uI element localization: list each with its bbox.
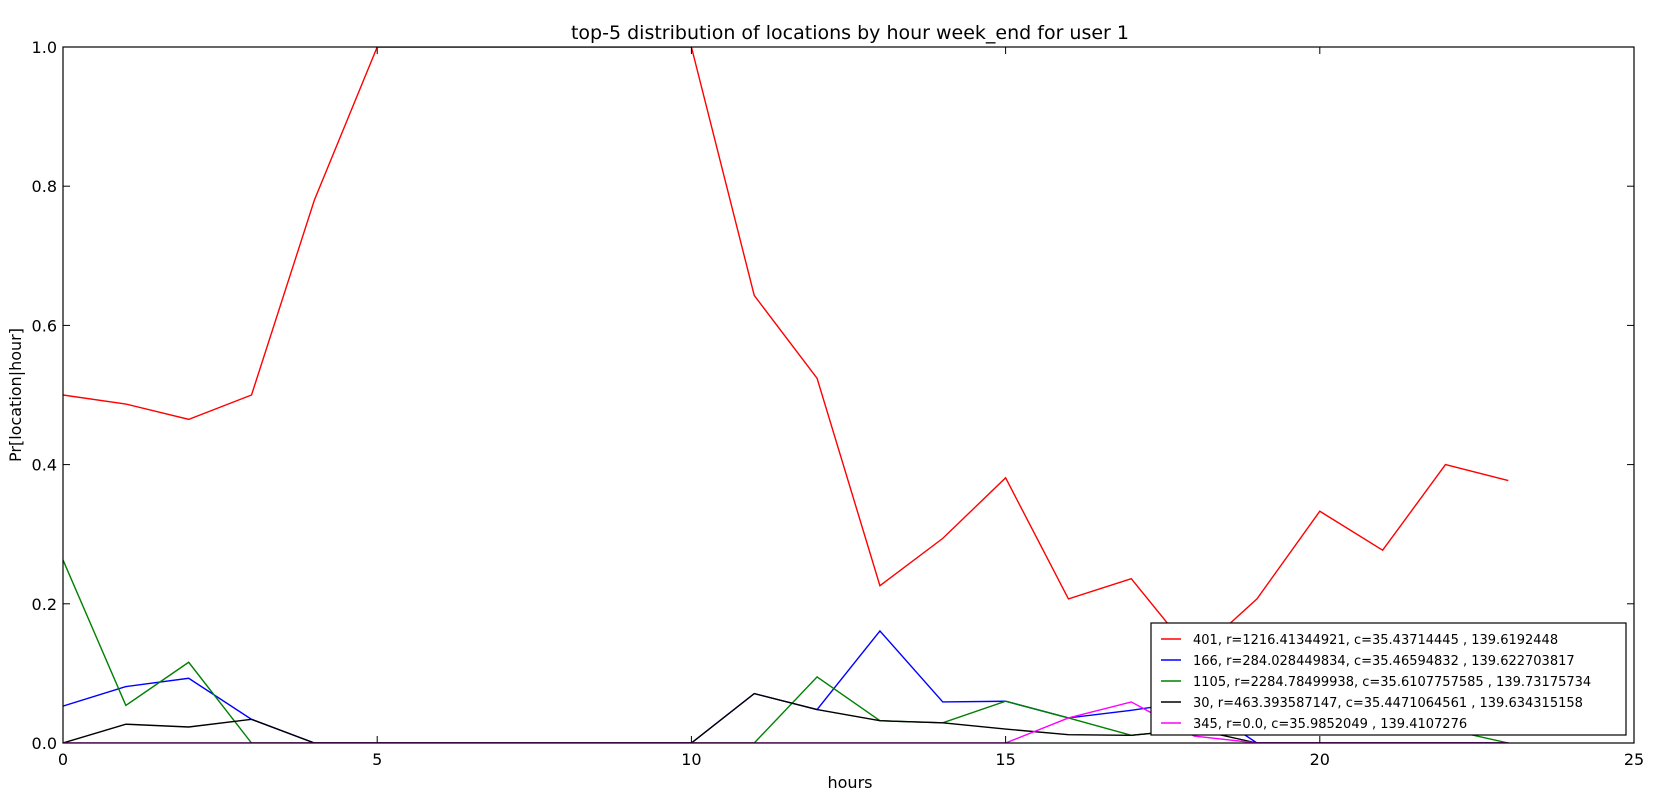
x-tick-label: 0 bbox=[58, 750, 68, 769]
legend-entry: 166, r=284.028449834, c=35.46594832 , 13… bbox=[1193, 654, 1575, 669]
y-axis-label: Pr[location|hour] bbox=[6, 328, 25, 462]
y-tick-label: 1.0 bbox=[32, 38, 57, 57]
y-axis-ticks: 0.0 0.2 0.4 0.6 0.8 1.0 bbox=[32, 38, 1634, 753]
x-tick-label: 20 bbox=[1310, 750, 1330, 769]
legend-entry: 345, r=0.0, c=35.9852049 , 139.4107276 bbox=[1193, 717, 1467, 732]
plot-frame bbox=[62, 46, 1635, 744]
x-tick-label: 25 bbox=[1624, 750, 1644, 769]
x-tick-label: 5 bbox=[372, 750, 382, 769]
x-axis-label: hours bbox=[828, 773, 873, 792]
chart-title: top-5 distribution of locations by hour … bbox=[571, 22, 1129, 44]
legend-entry: 1105, r=2284.78499938, c=35.6107757585 ,… bbox=[1193, 675, 1591, 690]
y-tick-label: 0.0 bbox=[32, 734, 57, 753]
y-tick-label: 0.6 bbox=[32, 316, 57, 335]
legend: 401, r=1216.41344921, c=35.43714445 , 13… bbox=[1150, 622, 1627, 736]
y-tick-label: 0.8 bbox=[32, 177, 57, 196]
series-line-0 bbox=[63, 47, 1509, 658]
x-tick-label: 10 bbox=[681, 750, 701, 769]
x-axis-ticks: 0 5 10 15 20 25 bbox=[58, 47, 1644, 769]
x-tick-label: 15 bbox=[995, 750, 1015, 769]
legend-entry: 30, r=463.393587147, c=35.4471064561 , 1… bbox=[1193, 696, 1583, 711]
legend-entry: 401, r=1216.41344921, c=35.43714445 , 13… bbox=[1193, 633, 1558, 648]
y-tick-label: 0.4 bbox=[32, 456, 57, 475]
legend-box bbox=[1150, 622, 1627, 736]
series-line-3 bbox=[63, 692, 1509, 743]
y-tick-label: 0.2 bbox=[32, 595, 57, 614]
